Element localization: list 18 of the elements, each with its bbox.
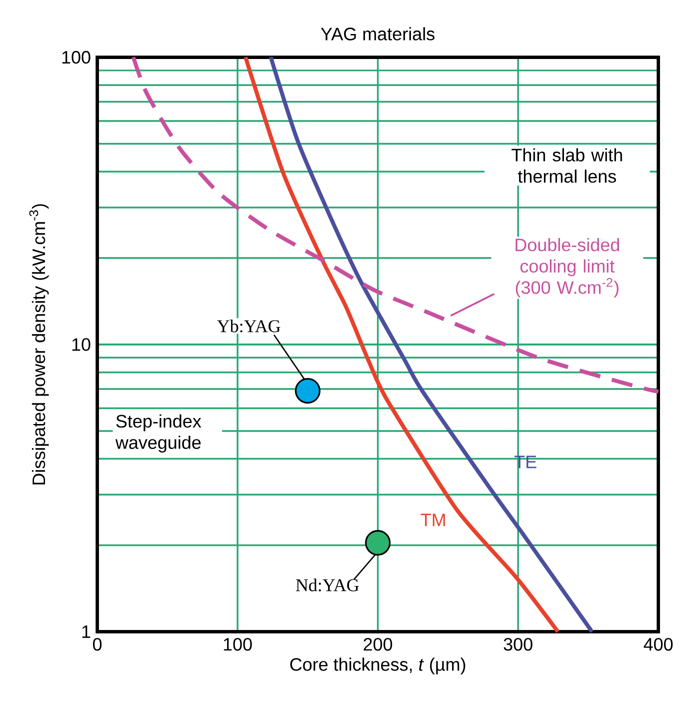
x-tick-label: 400	[644, 638, 672, 651]
x-axis-title: Core thickness, t (µm)	[290, 658, 465, 674]
x-tick-label: 200	[364, 638, 392, 651]
annotation: Step-index waveguide	[115, 414, 202, 453]
series-label: TM	[420, 514, 445, 526]
x-tick-label: 0	[92, 638, 102, 651]
y-axis-title: Dissipated power density (kW.cm$^{-3}$)	[29, 204, 49, 484]
chart-title: YAG materials	[320, 27, 434, 40]
x-tick-label: 100	[224, 638, 252, 651]
y-tick-label: 1	[82, 626, 90, 638]
y-tick-label: 10	[72, 338, 90, 351]
annotation: Thin slab with thermal lens	[511, 148, 622, 183]
y-tick-label: 100	[62, 50, 90, 64]
text: Yb:YAG	[216, 320, 280, 332]
x-tick-label: 300	[504, 638, 532, 651]
legend-label: Nd:YAG	[296, 578, 359, 592]
line-series	[131, 55, 660, 394]
text: Double-sided cooling limit (300 W.cm$^{-2}$)	[515, 238, 619, 298]
